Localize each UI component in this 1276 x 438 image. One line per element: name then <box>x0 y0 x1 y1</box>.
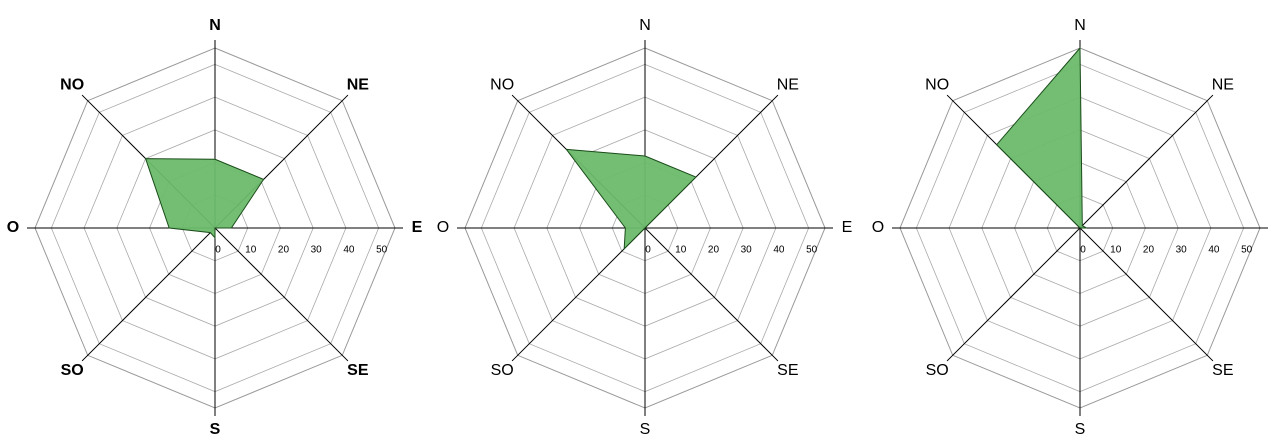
r-tick-label: 40 <box>1208 245 1220 256</box>
r-tick-label: 20 <box>708 245 720 256</box>
category-label: NO <box>60 76 84 93</box>
category-label: NE <box>347 76 370 93</box>
r-tick-label: 20 <box>1143 245 1155 256</box>
category-label: O <box>7 219 19 236</box>
axis-line <box>946 227 1081 362</box>
category-label: SE <box>347 362 369 379</box>
r-tick-label: 40 <box>343 245 355 256</box>
r-tick-label: 20 <box>278 245 290 256</box>
r-tick-label: 0 <box>645 245 651 256</box>
category-label: O <box>437 219 449 236</box>
category-label: N <box>209 17 221 34</box>
radar-area <box>144 158 265 240</box>
category-label: NE <box>1212 76 1234 93</box>
r-tick-label: 50 <box>376 245 388 256</box>
r-tick-label: 30 <box>311 245 323 256</box>
r-tick-label: 0 <box>1080 245 1086 256</box>
radar-chart: N NE E SE S SO O NO 0 10 20 30 40 50 <box>437 17 853 438</box>
category-label: E <box>412 219 423 236</box>
category-label: E <box>842 219 853 236</box>
r-tick-label: 50 <box>806 245 818 256</box>
r-tick-label: 10 <box>1110 245 1122 256</box>
axis-line <box>81 227 216 362</box>
r-tick-label: 30 <box>1176 245 1188 256</box>
radar-area <box>565 148 697 251</box>
category-label: S <box>1075 421 1086 438</box>
r-tick-label: 40 <box>773 245 785 256</box>
category-label: NO <box>490 76 514 93</box>
category-label: S <box>640 421 651 438</box>
category-label: NE <box>777 76 799 93</box>
category-label: O <box>872 219 884 236</box>
axis-line <box>1079 227 1214 362</box>
category-label: N <box>1074 17 1086 34</box>
axis-line <box>1079 94 1214 229</box>
category-label: S <box>210 421 221 438</box>
category-label: SO <box>61 362 84 379</box>
radar-chart: N NE E SE S SO O NO 0 10 20 30 40 50 <box>7 17 423 438</box>
category-label: SE <box>777 362 798 379</box>
category-label: NO <box>925 76 949 93</box>
r-tick-label: 10 <box>245 245 257 256</box>
r-tick-label: 30 <box>741 245 753 256</box>
r-tick-label: 0 <box>215 245 221 256</box>
category-label: N <box>639 17 651 34</box>
axis-line <box>214 227 349 362</box>
axis-line <box>511 227 646 362</box>
radar-area <box>996 46 1087 229</box>
category-label: SO <box>926 362 949 379</box>
category-label: SO <box>491 362 514 379</box>
r-tick-label: 50 <box>1241 245 1253 256</box>
category-label: SE <box>1212 362 1233 379</box>
r-tick-label: 10 <box>675 245 687 256</box>
axis-line <box>644 227 779 362</box>
